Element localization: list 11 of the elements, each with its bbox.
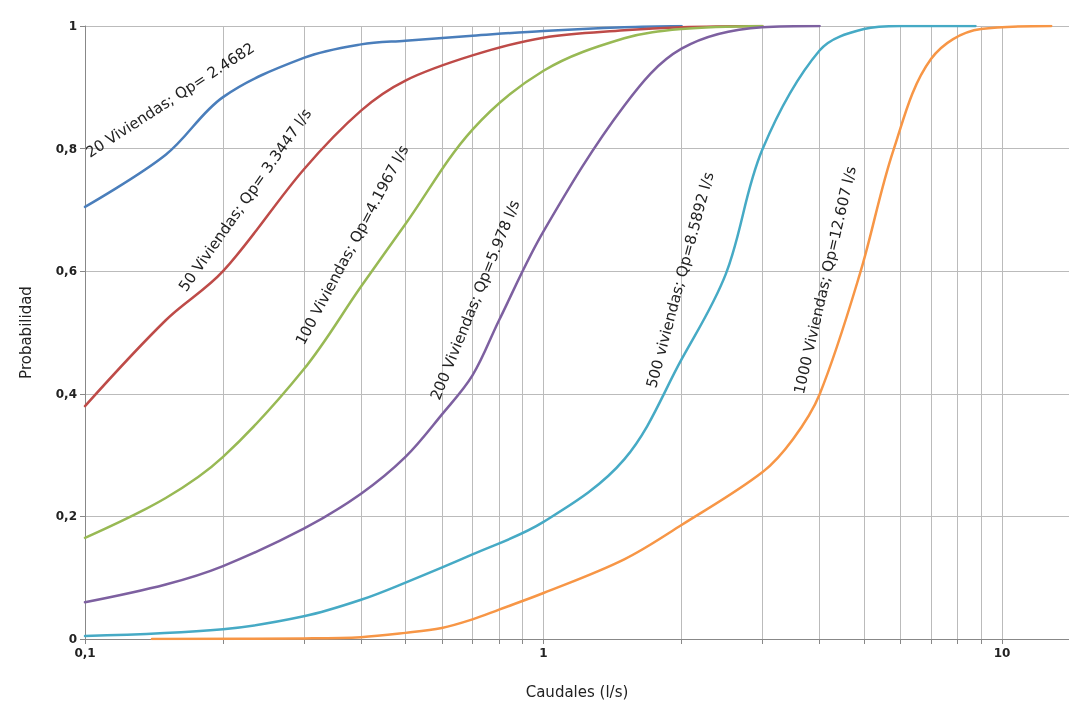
x-tick-label: 10 xyxy=(993,646,1011,660)
x-tick-label: 0,1 xyxy=(74,646,96,660)
x-axis-title: Caudales (l/s) xyxy=(525,682,629,701)
y-tick-label: 0 xyxy=(68,632,77,646)
y-axis-title: Probabilidad xyxy=(16,286,35,379)
y-tick-label: 0,6 xyxy=(55,264,77,279)
x-tick-label: 1 xyxy=(539,646,548,660)
y-tick-label: 0,4 xyxy=(55,386,77,401)
y-tick-label: 0,8 xyxy=(55,141,77,156)
y-tick-label: 1 xyxy=(68,19,77,33)
y-tick-label: 0,2 xyxy=(55,509,77,524)
